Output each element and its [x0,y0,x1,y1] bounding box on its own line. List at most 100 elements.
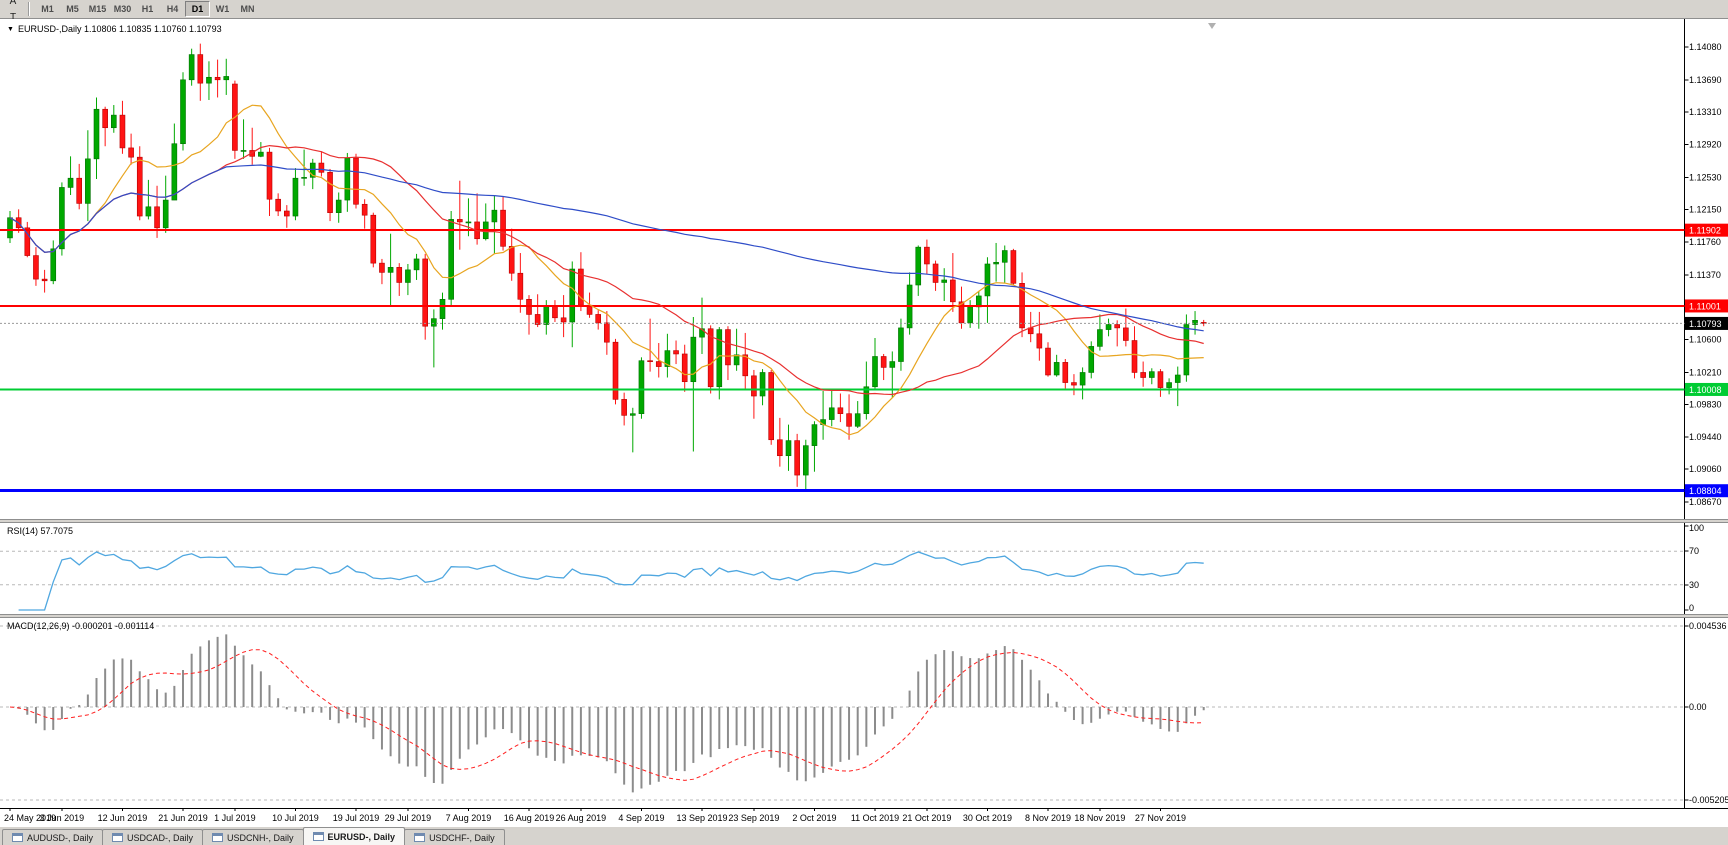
timeframe-m1-button[interactable]: M1 [41,4,54,14]
chart-tab-usdchf[interactable]: USDCHF-, Daily [404,829,505,845]
panel-divider-rsi[interactable] [0,519,1728,523]
chart-tab-label: AUDUSD-, Daily [27,832,94,843]
chart-shift-marker[interactable] [1208,23,1216,29]
candle-body [76,177,82,204]
candle-body [1053,362,1060,376]
price-chart-canvas[interactable]: 1.14080 1.13690 1.13310 1.12920 1.12530 1.121… [0,19,1728,519]
candle-body [673,350,679,355]
price-tick-label: 1.12150 [1689,204,1722,214]
candle-body [794,440,800,476]
time-axis-label: 19 Jul 2019 [333,813,380,823]
current-price-label-text: 1.10793 [1689,319,1722,329]
candle-body [353,157,359,205]
chart-window-icon [112,833,124,842]
candle-body [93,108,100,160]
candle-body [1123,327,1129,341]
candle-body [785,440,792,457]
candle-body [379,262,385,273]
candle-body [335,199,342,213]
candle-body [1079,372,1086,386]
timeframe-h1-button[interactable]: H1 [141,4,154,14]
rsi-scale-label: 100 [1689,523,1704,533]
chart-area[interactable]: 1.14080 1.13690 1.13310 1.12920 1.12530 1.121… [0,19,1728,826]
chart-tab-eurusd[interactable]: EURUSD-, Daily [302,827,406,845]
chart-tab-usdcad[interactable]: USDCAD-, Daily [102,829,204,845]
time-axis-label: 16 Aug 2019 [504,813,555,823]
candle-body [690,336,697,383]
rsi-scale-label: 30 [1689,580,1699,590]
candle-body [301,177,307,179]
candle-body [1114,324,1120,329]
candle-body [967,306,973,324]
candle-body [681,353,688,383]
candle-body [733,354,740,366]
candle-body [984,263,991,297]
rsi-scale-label: 70 [1689,546,1699,556]
time-axis-label: 11 Oct 2019 [851,813,899,823]
timeframe-m5-button[interactable]: M5 [66,4,79,14]
time-axis-label: 8 Nov 2019 [1025,813,1071,823]
chart-tab-usdcnh[interactable]: USDCNH-, Daily [202,829,304,845]
timeframe-h4-button[interactable]: H4 [166,4,179,14]
candle-body [500,209,506,247]
rsi-panel-canvas[interactable]: 100 70 30 0 [0,523,1728,614]
candle-body [707,328,714,388]
candle-body [802,445,809,476]
timeframe-d1-button[interactable]: D1 [185,1,210,17]
price-tick-label: 1.13690 [1689,75,1722,85]
time-axis-label: 29 Jul 2019 [385,813,432,823]
candle-body [465,221,472,224]
rsi-label: RSI(14) 57.7075 [7,526,74,536]
timeframe-m15-button[interactable]: M15 [88,4,107,14]
candle-body [595,314,602,324]
candle-body [327,172,333,213]
current-price-label [1685,316,1728,330]
candle-body [1140,372,1146,378]
chart-window-icon [414,833,426,842]
candle-body [396,267,403,283]
time-axis-label: 4 Sep 2019 [618,813,664,823]
candle-body [1174,374,1181,383]
candle-body [950,279,956,303]
ma-25-line [9,144,1204,396]
candle-body [154,206,160,229]
candle-body [664,350,671,367]
candle-body [655,361,662,367]
candle-body [846,413,852,427]
chart-tab-label: EURUSD-, Daily [327,831,396,842]
timeframe-m30-button[interactable]: M30 [113,4,132,14]
candle-body [508,246,515,274]
time-axis-label: 23 Sep 2019 [728,813,779,823]
candle-body [777,439,783,457]
candle-body [85,158,91,204]
candle-body [67,177,74,188]
candle-body [370,214,377,264]
candle-body [223,76,230,81]
candle-body [361,203,368,216]
candle-body [1045,347,1051,376]
macd-panel-canvas[interactable]: 0.004536 0.00 -0.005205 [0,618,1728,808]
candle-body [569,268,576,323]
candle-body [41,278,48,282]
candle-body [197,54,204,84]
panel-divider-macd[interactable] [0,614,1728,618]
text-label-tool-button[interactable]: A [9,0,17,7]
chart-tab-audusd[interactable]: AUDUSD-, Daily [2,829,104,845]
support-line-blue-price-label-text: 1.08804 [1689,486,1722,496]
timeframe-w1-button[interactable]: W1 [215,4,230,14]
candle-body [837,407,844,414]
candle-body [534,314,541,325]
type-tool-button[interactable]: T [9,11,17,23]
time-axis-label: 13 Sep 2019 [676,813,727,823]
candle-body [1131,340,1138,373]
macd-scale-label: 0.004536 [1689,621,1727,631]
chart-window-icon [212,833,224,842]
candle-body [266,151,273,200]
timeframe-mn-button[interactable]: MN [240,4,255,14]
candle-body [102,108,108,129]
candle-body [958,301,965,324]
price-tick-label: 1.13310 [1689,107,1722,117]
price-tick-label: 1.12530 [1689,172,1722,182]
support-line-green-price-label-text: 1.10008 [1689,385,1722,395]
